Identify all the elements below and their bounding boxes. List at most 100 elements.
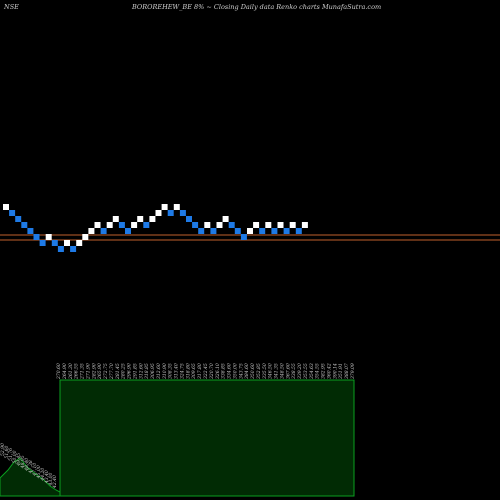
renko-brick (247, 228, 253, 234)
renko-brick (277, 222, 284, 228)
tick-label: 47.38 (28, 460, 34, 474)
renko-brick (57, 246, 64, 252)
tick-label: 265.90 (97, 363, 103, 380)
renko-brick (131, 222, 138, 228)
tick-label: 291.85 (132, 363, 138, 380)
tick-label: 338.55 (291, 363, 297, 379)
tick-label: 388.07 (344, 363, 350, 379)
renko-brick (173, 204, 180, 210)
tick-label: 308.35 (168, 363, 174, 379)
tick-label: 353.55 (303, 363, 309, 379)
tick-label: 338.85 (221, 363, 227, 379)
renko-brick (271, 228, 278, 234)
renko-brick (240, 234, 247, 240)
tick-label: 266.55 (74, 363, 80, 380)
renko-brick (9, 210, 16, 216)
renko-brick (88, 228, 95, 234)
tick-label: 43.00 (48, 472, 54, 486)
tick-label: 360.42 (327, 363, 333, 379)
renko-brick (100, 228, 107, 234)
exchange-label: NSE (4, 3, 19, 11)
renko-brick (179, 210, 186, 216)
renko-brick (253, 222, 260, 228)
tick-label: 343.75 (238, 363, 244, 379)
tick-label: 379.09 (350, 363, 356, 379)
renko-brick (228, 222, 235, 228)
tick-label: 50.00 (12, 450, 18, 463)
tick-label: 44.20 (40, 468, 46, 482)
tick-label: 313.40 (174, 363, 180, 379)
tick-label: 318.85 (144, 363, 150, 379)
renko-brick (186, 216, 192, 222)
renko-brick (259, 228, 266, 234)
renko-brick (155, 210, 162, 216)
tick-label: 52.90 (0, 443, 6, 456)
renko-brick (118, 222, 125, 228)
tick-label: 384.60 (244, 363, 250, 379)
renko-brick (3, 204, 9, 210)
tick-label: 42.40 (52, 475, 58, 489)
renko-brick (265, 222, 272, 228)
renko-brick (283, 228, 290, 234)
tick-label: 334.60 (227, 363, 233, 379)
tick-label: 382.95 (321, 363, 327, 379)
renko-brick (51, 240, 58, 246)
renko-brick (161, 204, 168, 210)
renko-brick (21, 222, 28, 228)
tick-label: 351.91 (338, 363, 344, 379)
renko-brick (106, 222, 113, 228)
tick-label: 322.45 (203, 363, 209, 379)
tick-label: 280.25 (121, 363, 127, 380)
renko-brick (112, 216, 119, 222)
renko-brick (64, 240, 70, 246)
tick-label: 45.00 (36, 465, 42, 479)
tick-label: 352.85 (256, 363, 262, 379)
renko-brick (27, 228, 34, 234)
tick-label: 51.60 (4, 445, 10, 458)
tick-label: 281.45 (115, 363, 121, 380)
tick-label: 339.20 (297, 363, 303, 379)
tick-label: 350.60 (250, 363, 256, 379)
renko-brick (222, 216, 229, 222)
tick-label: 271.35 (80, 363, 86, 380)
renko-brick (70, 246, 77, 252)
tick-label: 277.70 (109, 363, 115, 380)
renko-brick (204, 222, 211, 228)
tick-label: 49.45 (16, 453, 22, 467)
volume-panel (59, 379, 355, 497)
volume-area (0, 457, 61, 497)
tick-label: 48.95 (20, 455, 26, 469)
tick-label: 318.80 (185, 363, 191, 379)
renko-brick (167, 210, 174, 216)
tick-label: 261.30 (68, 363, 74, 380)
tick-label: 47.10 (32, 463, 38, 477)
tick-label: 317.80 (197, 363, 203, 379)
renko-brick (192, 222, 199, 228)
chart-title: BOROREНEW_BE 8% ~ Closing Daily data Ren… (132, 3, 382, 11)
renko-brick (39, 240, 46, 246)
renko-brick (45, 234, 52, 240)
tick-label: 320.70 (209, 363, 215, 379)
tick-label: 341.35 (274, 363, 280, 379)
tick-label: 312.60 (156, 363, 162, 379)
tick-label: 43.40 (44, 470, 50, 484)
tick-label: 324.75 (180, 363, 186, 379)
renko-brick (289, 222, 296, 228)
renko-brick (94, 222, 101, 228)
tick-label: 51.76 (8, 448, 14, 461)
tick-label: 335.50 (262, 363, 268, 379)
tick-label: 272.75 (103, 363, 109, 380)
tick-label: 354.55 (315, 363, 321, 379)
tick-label: 296.90 (127, 363, 133, 380)
renko-brick (143, 222, 150, 228)
renko-brick (82, 234, 89, 240)
tick-label: 348.50 (279, 363, 285, 379)
tick-label: 390.14 (332, 363, 338, 379)
renko-brick (210, 228, 217, 234)
tick-label: 306.95 (150, 363, 156, 379)
renko-brick (33, 234, 40, 240)
tick-label: 271.90 (85, 363, 91, 380)
renko-brick (301, 222, 308, 228)
